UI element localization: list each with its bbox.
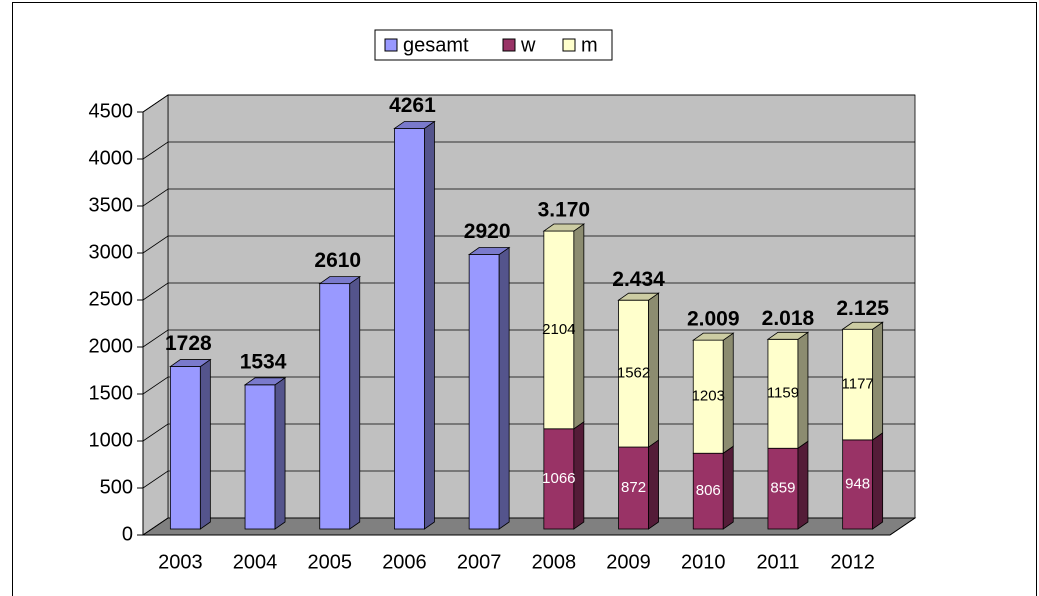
bar-top bbox=[766, 331, 810, 340]
bar-top bbox=[841, 321, 884, 330]
value-label: 2610 bbox=[314, 249, 361, 272]
bar-side bbox=[648, 439, 659, 530]
y-tick-label: 3500 bbox=[89, 194, 134, 216]
value-label: 1562 bbox=[617, 365, 650, 382]
x-tick-label: 2005 bbox=[308, 551, 353, 573]
legend-label: gesamt bbox=[403, 34, 469, 56]
bar bbox=[394, 128, 425, 530]
x-tick-label: 2012 bbox=[830, 551, 875, 573]
bar-top bbox=[318, 276, 362, 285]
value-label: 4261 bbox=[389, 94, 436, 117]
grid-line bbox=[142, 423, 915, 442]
total-label: 3.170 bbox=[538, 199, 591, 222]
legend-swatch bbox=[502, 38, 516, 52]
grid-line bbox=[142, 188, 915, 207]
x-axis-depth bbox=[889, 517, 916, 536]
value-label: 872 bbox=[621, 479, 646, 496]
y-tick-label: 500 bbox=[100, 476, 133, 498]
bar-side bbox=[498, 246, 510, 530]
bar-side bbox=[274, 377, 286, 530]
x-tick-label: 2003 bbox=[158, 551, 203, 573]
bar bbox=[618, 446, 649, 530]
side-wall bbox=[142, 94, 169, 536]
bar-top bbox=[617, 292, 660, 301]
value-label: 948 bbox=[845, 475, 870, 492]
legend-label: m bbox=[581, 34, 598, 56]
value-label: 1203 bbox=[692, 388, 725, 405]
y-tick-label: 1000 bbox=[89, 429, 134, 451]
y-tick-label: 4500 bbox=[89, 100, 134, 122]
grid-line bbox=[142, 470, 915, 489]
grid-line bbox=[142, 94, 915, 113]
bar-side bbox=[797, 440, 809, 530]
value-label: 2920 bbox=[464, 220, 511, 243]
x-tick-label: 2010 bbox=[681, 551, 726, 573]
bar-top bbox=[467, 247, 511, 255]
y-tick-label: 1500 bbox=[89, 382, 134, 404]
y-tick-label: 2000 bbox=[89, 335, 134, 357]
x-tick-label: 2004 bbox=[233, 551, 278, 573]
total-label: 2.125 bbox=[836, 297, 889, 320]
grid-line bbox=[142, 141, 915, 160]
bar-side bbox=[349, 275, 361, 530]
bar bbox=[169, 366, 201, 530]
y-tick-label: 2500 bbox=[89, 288, 134, 310]
bar bbox=[319, 283, 351, 530]
value-label: 806 bbox=[696, 482, 721, 499]
bar-side bbox=[722, 445, 734, 530]
x-tick-label: 2009 bbox=[606, 551, 651, 573]
bar-side bbox=[199, 358, 211, 530]
bar-side bbox=[872, 432, 884, 530]
bar bbox=[767, 447, 799, 530]
value-label: 859 bbox=[770, 480, 795, 497]
total-label: 2.018 bbox=[762, 307, 815, 330]
grid-line bbox=[142, 517, 915, 536]
legend-label: w bbox=[520, 34, 536, 56]
value-label: 1177 bbox=[842, 376, 874, 393]
value-label: 1534 bbox=[240, 350, 287, 373]
bar bbox=[543, 428, 575, 530]
bar-top bbox=[542, 223, 586, 232]
grid-line bbox=[142, 376, 915, 395]
grid-line bbox=[142, 235, 915, 254]
value-label: 1728 bbox=[165, 332, 212, 355]
bar-top bbox=[691, 332, 735, 341]
bar-top bbox=[169, 359, 212, 367]
grid-line bbox=[142, 282, 915, 301]
grid-line bbox=[142, 329, 915, 348]
y-tick-label: 3000 bbox=[89, 241, 134, 263]
bar-side bbox=[424, 120, 435, 530]
x-tick-label: 2008 bbox=[532, 551, 577, 573]
bar bbox=[692, 452, 724, 530]
value-label: 1159 bbox=[767, 385, 799, 402]
value-label: 2104 bbox=[542, 321, 575, 338]
bar bbox=[244, 384, 276, 530]
x-tick-label: 2011 bbox=[756, 551, 799, 573]
bar-side bbox=[797, 331, 809, 450]
bar-top bbox=[243, 377, 287, 386]
x-tick-label: 2007 bbox=[457, 551, 502, 573]
bar-side bbox=[872, 321, 884, 441]
y-tick-label: 4000 bbox=[89, 147, 134, 169]
total-label: 2.434 bbox=[612, 268, 665, 291]
legend-swatch bbox=[384, 38, 398, 52]
total-label: 2.009 bbox=[687, 308, 740, 331]
bar bbox=[842, 439, 874, 530]
legend-swatch bbox=[562, 38, 576, 52]
x-tick-label: 2006 bbox=[382, 551, 427, 573]
bar-top bbox=[393, 121, 436, 129]
y-tick-label: 0 bbox=[122, 523, 133, 545]
value-label: 1066 bbox=[542, 470, 575, 487]
bar bbox=[468, 254, 500, 530]
